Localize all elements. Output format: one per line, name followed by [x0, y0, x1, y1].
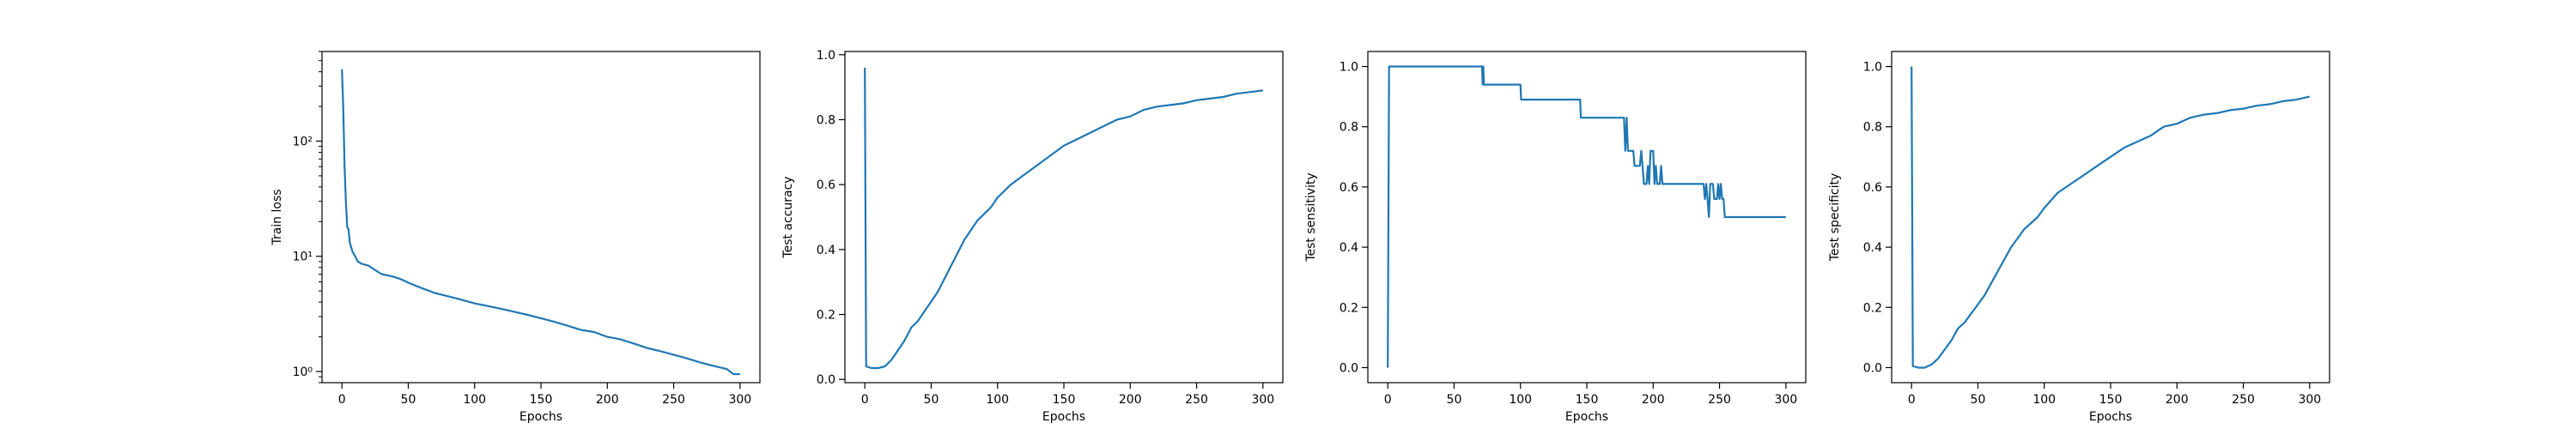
x-axis-label: Epochs	[2089, 410, 2132, 424]
axes-frame	[321, 51, 761, 384]
x-tick-label: 50	[1971, 393, 1986, 407]
y-tick-label: 0.8	[1863, 121, 1882, 135]
x-tick-label: 50	[401, 393, 416, 407]
x-tick-label: 150	[2099, 393, 2123, 407]
series-line	[864, 67, 1263, 370]
y-tick-label: 10²	[293, 135, 313, 148]
y-axis-label: Train loss	[270, 189, 284, 245]
x-tick-label: 300	[2298, 393, 2321, 407]
x-tick-label: 300	[1774, 393, 1797, 407]
x-tick-label: 250	[2232, 393, 2255, 407]
y-tick-label: 0.4	[817, 244, 835, 257]
y-tick-label: 0.8	[1340, 121, 1358, 135]
x-tick-label: 200	[596, 393, 619, 407]
y-tick-label: 0.0	[1340, 361, 1358, 375]
x-tick-label: 100	[2032, 393, 2056, 407]
series-line	[1387, 65, 1786, 368]
x-tick-label: 300	[1251, 393, 1274, 407]
x-tick-label: 250	[1185, 393, 1208, 407]
x-tick-label: 0	[1384, 393, 1392, 407]
y-tick-label: 0.6	[1863, 181, 1882, 195]
axes-frame	[1891, 51, 2330, 384]
x-tick-label: 0	[338, 393, 346, 407]
x-tick-label: 100	[986, 393, 1009, 407]
y-tick-label: 0.4	[1340, 241, 1358, 255]
y-tick-label: 0.6	[817, 178, 835, 192]
x-tick-label: 50	[924, 393, 939, 407]
x-tick-label: 100	[463, 393, 486, 407]
x-tick-label: 200	[1642, 393, 1665, 407]
x-tick-label: 150	[1576, 393, 1599, 407]
test-sensitivity-plot: 0 50 100 150 200 250 300 0.0 0.2 0.4 0.6 0.8 1.0 Epoc…	[1304, 51, 1807, 424]
x-tick-label: 50	[1447, 393, 1462, 407]
test-accuracy-plot: 0 50 100 150 200 250 300 0.0 0.2 0.4 0.6 0.8 1.0 Epoc…	[781, 49, 1284, 424]
x-tick-label: 150	[530, 393, 553, 407]
y-tick-label: 10⁰	[293, 366, 313, 379]
x-tick-label: 300	[728, 393, 751, 407]
x-tick-label: 250	[1708, 393, 1731, 407]
x-tick-label: 0	[1908, 393, 1916, 407]
x-tick-label: 100	[1509, 393, 1532, 407]
test-specificity-plot: 0 50 100 150 200 250 300 0.0 0.2 0.4 0.6 0.8 1.0 Epoc…	[1828, 51, 2330, 424]
y-tick-label: 0.2	[1340, 301, 1358, 315]
y-tick-label: 10¹	[293, 251, 313, 264]
y-tick-label: 0.0	[1863, 361, 1882, 375]
y-tick-label: 0.2	[817, 309, 835, 323]
y-axis-label: Test accuracy	[781, 176, 795, 258]
y-tick-label: 0.2	[1863, 301, 1882, 315]
y-tick-label: 1.0	[1863, 61, 1882, 75]
y-tick-label: 1.0	[817, 49, 835, 63]
y-tick-label: 1.0	[1340, 61, 1358, 75]
x-axis-label: Epochs	[1565, 410, 1608, 424]
x-axis-label: Epochs	[519, 410, 562, 424]
x-tick-label: 250	[662, 393, 685, 407]
series-line	[1911, 66, 2311, 369]
x-tick-label: 200	[2166, 393, 2189, 407]
axes-frame	[844, 51, 1284, 384]
train-loss-plot: 0 50 100 150 200 250 300 10⁰ 10¹ 10² Epochs Train l…	[270, 51, 761, 424]
y-tick-label: 0.8	[817, 113, 835, 127]
x-tick-label: 200	[1119, 393, 1142, 407]
series-line	[341, 69, 740, 376]
y-axis-label: Test sensitivity	[1304, 172, 1318, 262]
x-tick-label: 150	[1053, 393, 1076, 407]
y-tick-label: 0.0	[817, 373, 835, 387]
x-tick-label: 0	[861, 393, 869, 407]
y-tick-label: 0.6	[1340, 181, 1358, 195]
y-tick-label: 0.4	[1863, 241, 1882, 255]
y-axis-label: Test specificity	[1828, 173, 1842, 263]
x-axis-label: Epochs	[1042, 410, 1085, 424]
